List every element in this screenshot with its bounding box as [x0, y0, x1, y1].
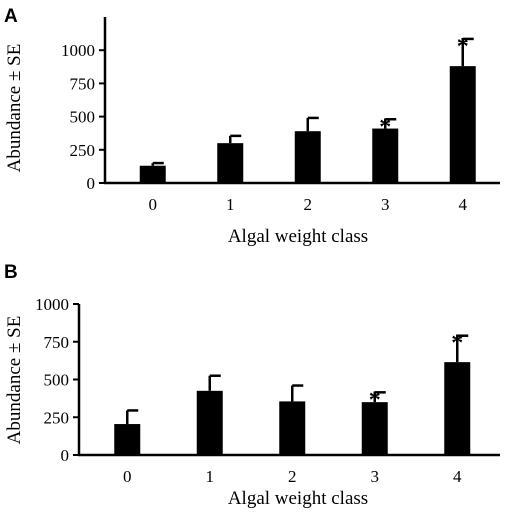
x-tick-label: 2 [304, 195, 313, 214]
x-tick-label: 4 [459, 195, 468, 214]
bar [449, 66, 476, 183]
y-tick-label: 250 [70, 141, 96, 160]
significance-star: * [379, 114, 391, 140]
bar [361, 402, 388, 455]
x-tick-label: 1 [226, 195, 235, 214]
tick-labels: 0 250 500 750 1000 0 1 2 3 4 [35, 295, 462, 486]
bar [444, 362, 471, 455]
bars: ** [139, 34, 476, 183]
bar [217, 143, 244, 183]
y-tick-label: 500 [70, 108, 96, 127]
x-tick-label: 3 [381, 195, 390, 214]
bars: ** [114, 331, 471, 455]
x-tick-label: 0 [149, 195, 158, 214]
y-tick-label: 1000 [35, 295, 69, 314]
y-tick-label: 0 [87, 174, 96, 193]
y-tick-label: 500 [44, 371, 70, 390]
bar [139, 165, 166, 183]
y-tick-label: 1000 [61, 41, 95, 60]
bar [279, 401, 306, 455]
significance-star: * [369, 387, 381, 413]
panel-letter: A [4, 6, 18, 27]
axes [99, 17, 500, 185]
y-axis-label: Abundance ± SE [4, 316, 25, 445]
x-tick-label: 0 [123, 467, 132, 486]
x-tick-label: 4 [453, 467, 462, 486]
significance-star: * [457, 34, 469, 60]
bar [196, 390, 223, 455]
tick-labels: 0 250 500 750 1000 0 1 2 3 4 [61, 41, 468, 214]
bar [114, 424, 141, 455]
y-tick-label: 750 [44, 333, 70, 352]
panel-letter: B [4, 262, 18, 283]
x-tick-label: 1 [206, 467, 215, 486]
y-tick-label: 250 [44, 408, 70, 427]
y-tick-label: 750 [70, 74, 96, 93]
x-tick-label: 3 [371, 467, 380, 486]
y-tick-label: 0 [61, 446, 70, 465]
x-tick-label: 2 [288, 467, 297, 486]
bar [372, 128, 399, 183]
axes [73, 303, 500, 457]
x-axis-label: Algal weight class [228, 226, 368, 247]
x-axis-label: Algal weight class [228, 488, 368, 509]
y-axis-label: Abundance ± SE [4, 44, 25, 173]
significance-star: * [451, 331, 463, 357]
bar [294, 131, 321, 183]
